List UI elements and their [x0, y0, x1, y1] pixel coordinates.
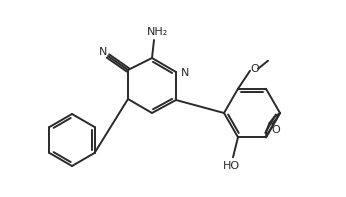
Text: HO: HO [222, 161, 239, 171]
Text: N: N [181, 68, 189, 78]
Text: O: O [251, 64, 260, 74]
Text: N: N [99, 47, 107, 57]
Text: O: O [272, 125, 281, 135]
Text: NH₂: NH₂ [146, 27, 167, 37]
